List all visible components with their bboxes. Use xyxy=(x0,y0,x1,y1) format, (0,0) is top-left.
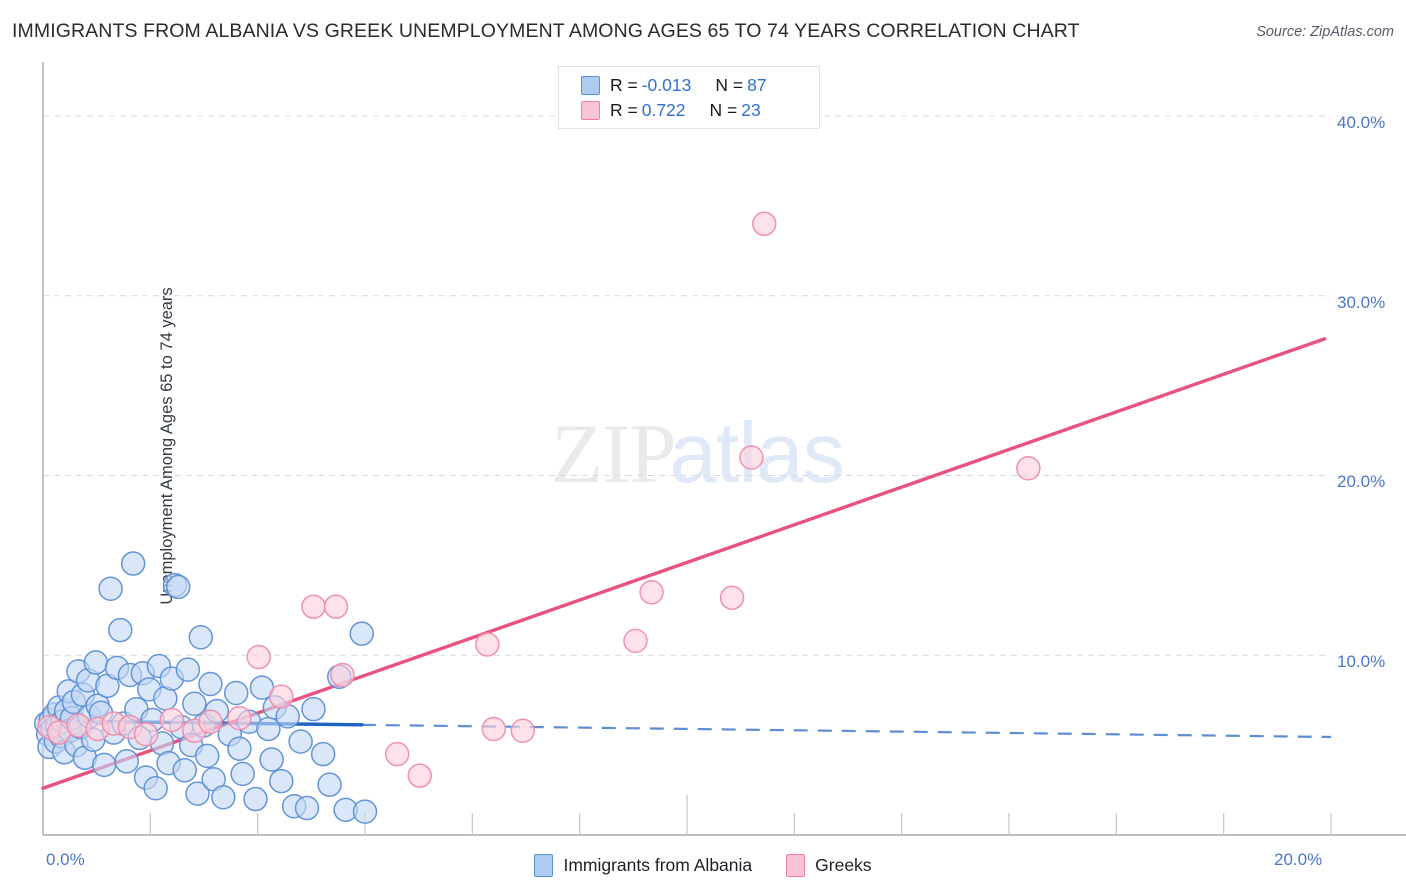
data-point xyxy=(317,772,342,797)
data-point xyxy=(301,594,326,619)
legend-entry-label: Immigrants from Albania xyxy=(563,854,753,875)
pink-swatch-icon xyxy=(581,101,600,120)
n-value: 23 xyxy=(741,100,761,120)
data-point xyxy=(159,707,185,733)
blue-swatch-icon xyxy=(581,76,600,95)
n-value: 87 xyxy=(747,75,767,95)
data-point xyxy=(310,741,336,767)
data-point xyxy=(739,445,764,470)
x-tick-label-max: 20.0% xyxy=(1274,850,1323,869)
data-point xyxy=(330,662,355,688)
data-point xyxy=(91,752,117,778)
legend-entry-immigrants-from-albania[interactable]: Immigrants from Albania xyxy=(534,853,753,877)
data-point xyxy=(323,594,349,619)
y-tick-label: 30.0% xyxy=(1337,292,1386,312)
series-legend: Immigrants from Albania Greeks xyxy=(0,848,1406,882)
page-title: IMMIGRANTS FROM ALBANIA VS GREEK UNEMPLO… xyxy=(12,20,1080,42)
n-label: N = xyxy=(715,75,744,95)
stats-row-pink: R = 0.722 N = 23 xyxy=(581,98,819,123)
n-label: N = xyxy=(709,100,738,120)
data-point xyxy=(301,696,326,722)
data-point xyxy=(108,617,133,643)
data-point xyxy=(269,768,294,794)
series-points-immigrants-from-albania xyxy=(33,551,378,824)
data-point xyxy=(211,785,236,810)
data-point xyxy=(719,585,745,610)
series-points-greeks xyxy=(37,211,1041,788)
data-point xyxy=(172,758,197,783)
legend-entry-greeks[interactable]: Greeks xyxy=(786,853,872,877)
data-point xyxy=(294,795,320,821)
y-tick-label: 10.0% xyxy=(1337,652,1386,672)
stats-row-blue: R = -0.013 N = 87 xyxy=(581,73,819,98)
data-point xyxy=(175,657,201,682)
data-point xyxy=(623,628,648,654)
data-point xyxy=(114,749,139,774)
data-point xyxy=(230,761,255,787)
y-tick-label: 20.0% xyxy=(1337,472,1386,492)
data-point xyxy=(182,691,207,717)
data-point xyxy=(269,684,294,709)
data-point xyxy=(259,747,284,772)
data-point xyxy=(639,580,664,605)
data-point xyxy=(165,574,191,600)
data-point xyxy=(83,650,109,675)
correlation-stats-legend: R = -0.013 N = 87 R = 0.722 N = 23 xyxy=(558,66,820,129)
blue-swatch-icon xyxy=(534,853,554,877)
data-point xyxy=(1016,456,1041,481)
source-attribution: Source: ZipAtlas.com xyxy=(1256,24,1394,40)
data-point xyxy=(227,736,252,761)
r-label: R = xyxy=(610,100,638,120)
data-point xyxy=(243,786,268,812)
pink-swatch-icon xyxy=(786,853,806,877)
legend-entry-label: Greeks xyxy=(815,854,872,875)
data-point xyxy=(407,763,432,788)
data-point xyxy=(198,671,223,697)
y-tick-label: 40.0% xyxy=(1337,112,1386,132)
r-value: 0.722 xyxy=(641,100,686,120)
data-point xyxy=(143,776,168,801)
data-point xyxy=(510,718,536,743)
data-point xyxy=(98,576,123,601)
trend-line-dashed xyxy=(361,723,1332,739)
data-point xyxy=(133,722,159,747)
x-tick-label-min: 0.0% xyxy=(46,850,85,869)
data-point xyxy=(752,211,777,237)
data-point xyxy=(246,644,271,670)
data-point xyxy=(223,680,249,706)
data-point xyxy=(198,709,223,734)
data-point xyxy=(227,705,252,731)
data-point xyxy=(475,632,500,657)
data-point xyxy=(188,625,214,650)
data-point xyxy=(481,716,507,742)
data-point xyxy=(288,729,313,754)
data-point xyxy=(120,551,146,576)
r-label: R = xyxy=(610,75,638,95)
data-point xyxy=(352,799,378,824)
data-point xyxy=(194,743,220,769)
data-point xyxy=(185,781,210,806)
data-point xyxy=(384,741,410,767)
r-value: -0.013 xyxy=(641,75,692,95)
data-point xyxy=(349,621,375,646)
